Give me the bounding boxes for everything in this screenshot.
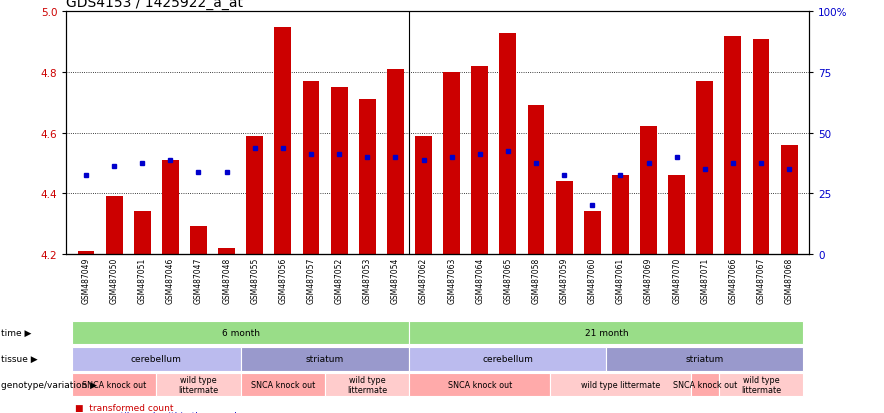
Bar xyxy=(640,127,657,254)
Text: tissue ▶: tissue ▶ xyxy=(1,354,37,363)
Text: GSM487067: GSM487067 xyxy=(757,256,766,303)
Text: SNCA knock out: SNCA knock out xyxy=(82,380,146,389)
Text: GSM487058: GSM487058 xyxy=(531,256,540,303)
Bar xyxy=(752,40,769,254)
Text: striatum: striatum xyxy=(686,354,724,363)
Bar xyxy=(409,347,606,370)
Text: GSM487065: GSM487065 xyxy=(503,256,513,303)
Text: GSM487069: GSM487069 xyxy=(644,256,653,303)
Text: GSM487046: GSM487046 xyxy=(166,256,175,303)
Bar xyxy=(550,373,690,396)
Bar xyxy=(387,70,404,254)
Bar xyxy=(719,373,804,396)
Text: GSM487054: GSM487054 xyxy=(391,256,400,303)
Text: GSM487070: GSM487070 xyxy=(672,256,682,303)
Text: GSM487051: GSM487051 xyxy=(138,256,147,303)
Bar xyxy=(556,182,573,254)
Text: 6 month: 6 month xyxy=(222,328,260,337)
Text: cerebellum: cerebellum xyxy=(483,354,533,363)
Bar xyxy=(606,347,804,370)
Bar xyxy=(528,106,545,254)
Text: GDS4153 / 1425922_a_at: GDS4153 / 1425922_a_at xyxy=(66,0,243,10)
Bar xyxy=(499,33,516,254)
Bar xyxy=(668,176,685,254)
Bar xyxy=(156,373,240,396)
Text: genotype/variation ▶: genotype/variation ▶ xyxy=(1,380,97,389)
Bar xyxy=(409,373,550,396)
Text: GSM487049: GSM487049 xyxy=(81,256,90,303)
Text: time ▶: time ▶ xyxy=(1,328,31,337)
Text: wild type
littermate: wild type littermate xyxy=(347,375,387,394)
Text: GSM487055: GSM487055 xyxy=(250,256,259,303)
Bar xyxy=(218,248,235,254)
Text: GSM487050: GSM487050 xyxy=(110,256,118,303)
Text: GSM487064: GSM487064 xyxy=(476,256,484,303)
Text: GSM487059: GSM487059 xyxy=(560,256,568,303)
Text: GSM487060: GSM487060 xyxy=(588,256,597,303)
Text: GSM487047: GSM487047 xyxy=(194,256,203,303)
Bar xyxy=(190,227,207,254)
Bar xyxy=(325,373,409,396)
Bar xyxy=(725,37,742,254)
Text: GSM487057: GSM487057 xyxy=(307,256,316,303)
Bar xyxy=(690,373,719,396)
Text: wild type
littermate: wild type littermate xyxy=(179,375,218,394)
Text: GSM487048: GSM487048 xyxy=(222,256,231,303)
Bar xyxy=(781,145,797,254)
Text: GSM487061: GSM487061 xyxy=(616,256,625,303)
Bar xyxy=(240,373,325,396)
Bar xyxy=(331,88,347,254)
Bar xyxy=(409,321,804,345)
Bar xyxy=(612,176,629,254)
Text: SNCA knock out: SNCA knock out xyxy=(447,380,512,389)
Text: GSM487052: GSM487052 xyxy=(335,256,344,303)
Text: cerebellum: cerebellum xyxy=(131,354,182,363)
Text: ■  percentile rank within the sample: ■ percentile rank within the sample xyxy=(75,411,242,413)
Text: wild type
littermate: wild type littermate xyxy=(741,375,781,394)
Bar xyxy=(162,160,179,254)
Bar xyxy=(78,251,95,254)
Bar xyxy=(697,82,713,254)
Bar xyxy=(133,212,150,254)
Bar xyxy=(72,373,156,396)
Text: SNCA knock out: SNCA knock out xyxy=(673,380,737,389)
Text: GSM487056: GSM487056 xyxy=(278,256,287,303)
Text: GSM487066: GSM487066 xyxy=(728,256,737,303)
Text: GSM487068: GSM487068 xyxy=(785,256,794,303)
Text: SNCA knock out: SNCA knock out xyxy=(251,380,315,389)
Bar xyxy=(240,347,409,370)
Bar xyxy=(302,82,319,254)
Text: GSM487062: GSM487062 xyxy=(419,256,428,303)
Text: GSM487053: GSM487053 xyxy=(362,256,372,303)
Text: 21 month: 21 month xyxy=(584,328,629,337)
Bar xyxy=(583,212,601,254)
Bar xyxy=(72,347,240,370)
Text: wild type littermate: wild type littermate xyxy=(581,380,660,389)
Text: GSM487071: GSM487071 xyxy=(700,256,709,303)
Bar xyxy=(471,67,488,254)
Text: ■  transformed count: ■ transformed count xyxy=(75,404,173,413)
Bar xyxy=(72,321,409,345)
Bar xyxy=(443,73,460,254)
Text: striatum: striatum xyxy=(306,354,344,363)
Text: GSM487063: GSM487063 xyxy=(447,256,456,303)
Bar xyxy=(106,197,123,254)
Bar xyxy=(359,100,376,254)
Bar xyxy=(415,136,432,254)
Bar xyxy=(247,136,263,254)
Bar xyxy=(274,28,292,254)
